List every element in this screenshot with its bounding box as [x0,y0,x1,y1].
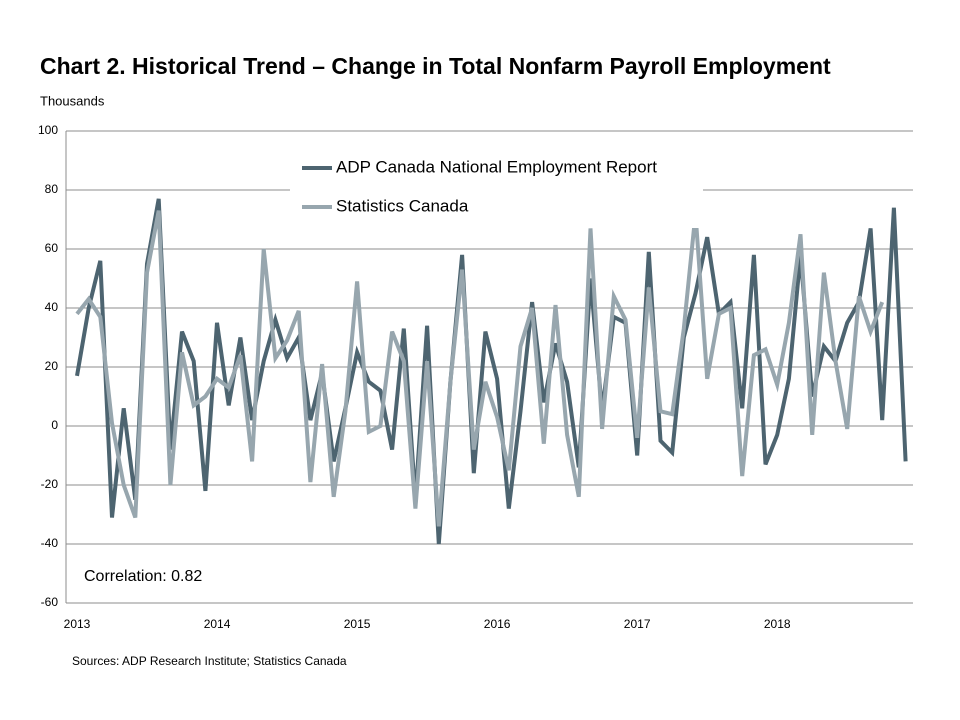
legend-label: Statistics Canada [336,196,469,215]
x-tick-label: 2015 [344,617,371,631]
x-tick-label: 2018 [764,617,791,631]
y-tick-label: -20 [41,477,59,491]
y-tick-label: 100 [38,123,58,137]
y-tick-label: 80 [45,182,59,196]
y-axis-label: Thousands [40,93,105,108]
annotation: Correlation: 0.82 [84,568,202,585]
y-tick-label: 20 [45,359,59,373]
y-tick-label: 40 [45,300,59,314]
y-tick-label: 0 [51,418,58,432]
x-tick-label: 2017 [624,617,651,631]
annotation-box [78,562,228,592]
x-tick-label: 2013 [64,617,91,631]
x-tick-label: 2014 [204,617,231,631]
y-tick-label: -40 [41,536,59,550]
y-tick-label: 60 [45,241,59,255]
series-line [75,198,908,545]
source: Sources: ADP Research Institute; Statist… [72,654,347,668]
x-tick-label: 2016 [484,617,511,631]
legend-box [290,148,703,228]
chart-title: Chart 2. Historical Trend – Change in To… [40,53,831,79]
legend-label: ADP Canada National Employment Report [336,157,657,176]
y-tick-label: -60 [41,595,59,609]
series-line [75,210,885,527]
